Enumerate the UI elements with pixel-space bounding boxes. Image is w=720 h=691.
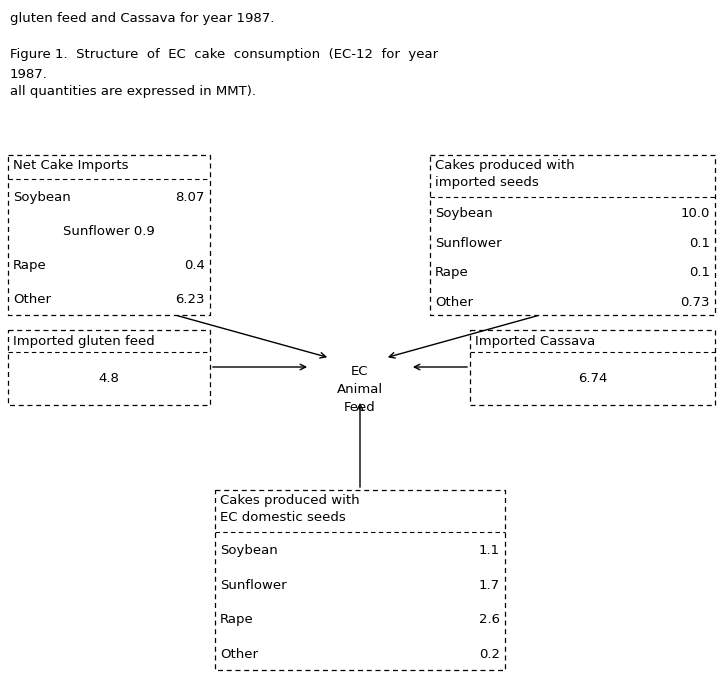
Text: 1987.: 1987. (10, 68, 48, 81)
Text: Soybean: Soybean (435, 207, 492, 220)
Text: Imported gluten feed: Imported gluten feed (13, 335, 155, 348)
Text: EC
Animal
Feed: EC Animal Feed (337, 365, 383, 414)
Text: 1.1: 1.1 (479, 544, 500, 557)
Text: 0.1: 0.1 (689, 266, 710, 279)
Text: Figure 1.  Structure  of  EC  cake  consumption  (EC-12  for  year: Figure 1. Structure of EC cake consumpti… (10, 48, 438, 61)
Text: gluten feed and Cassava for year 1987.: gluten feed and Cassava for year 1987. (10, 12, 274, 25)
Text: 10.0: 10.0 (680, 207, 710, 220)
Text: 8.07: 8.07 (176, 191, 205, 204)
Text: Sunflower: Sunflower (435, 237, 502, 250)
Text: Soybean: Soybean (220, 544, 278, 557)
Text: 6.23: 6.23 (176, 293, 205, 306)
Text: 0.4: 0.4 (184, 259, 205, 272)
Text: 6.74: 6.74 (578, 372, 607, 385)
Text: Cakes produced with
EC domestic seeds: Cakes produced with EC domestic seeds (220, 494, 359, 524)
Text: Net Cake Imports: Net Cake Imports (13, 159, 128, 172)
Text: Soybean: Soybean (13, 191, 71, 204)
Text: Rape: Rape (13, 259, 47, 272)
Text: Rape: Rape (435, 266, 469, 279)
Text: Other: Other (220, 647, 258, 661)
Text: Sunflower: Sunflower (220, 578, 287, 591)
Text: 0.2: 0.2 (479, 647, 500, 661)
Text: Sunflower 0.9: Sunflower 0.9 (63, 225, 155, 238)
Text: 2.6: 2.6 (479, 613, 500, 626)
Text: Rape: Rape (220, 613, 253, 626)
Text: all quantities are expressed in MMT).: all quantities are expressed in MMT). (10, 85, 256, 98)
Text: Other: Other (435, 296, 473, 309)
Text: 4.8: 4.8 (99, 372, 120, 385)
Text: 1.7: 1.7 (479, 578, 500, 591)
Text: Cakes produced with
imported seeds: Cakes produced with imported seeds (435, 159, 575, 189)
Text: Imported Cassava: Imported Cassava (475, 335, 595, 348)
Text: 0.73: 0.73 (680, 296, 710, 309)
Text: 0.1: 0.1 (689, 237, 710, 250)
Text: Other: Other (13, 293, 51, 306)
